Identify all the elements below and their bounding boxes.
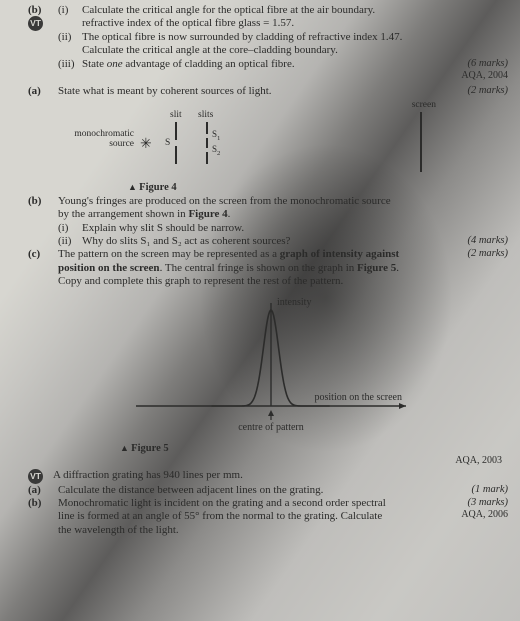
q-b-i-label: (i) [58,222,82,235]
q-a-label: (a) [28,85,58,98]
q-prev-b-marks: (6 marks) [467,58,508,69]
q-b-i: (i) Explain why slit S should be narrow. [28,222,508,235]
fig4-S1-label: S1 [212,129,220,142]
q-grating-a-marks: (1 mark) [472,484,508,495]
q-a: (a) State what is meant by coherent sour… [28,85,508,98]
q-b-marks: (4 marks) [467,235,508,246]
q-b-intro2: by the arrangement shown in Figure 4. [58,208,230,220]
q-grating-a-text: Calculate the distance between adjacent … [58,484,438,497]
q-grating-b-marks: (3 marks) [467,497,508,508]
q-b-ii-label: (ii) [58,235,82,248]
q-c: (c) The pattern on the screen may be rep… [28,248,508,288]
vt-badge-icon: VT [28,469,43,484]
q-grating-intro: VT A diffraction grating has 940 lines p… [28,469,508,484]
q-grating-b: (b) Monochromatic light is incident on t… [28,497,508,537]
q-grating-intro-text: A diffraction grating has 940 lines per … [53,469,438,484]
q-c-marks: (2 marks) [467,248,508,259]
fig4-screen-label: screen [412,100,436,110]
q-c-label: (c) [28,248,58,288]
q-b-label: (b) [28,195,58,222]
q-b-ii-text: Why do slits S₁ and S₂ act as coherent s… [82,235,438,248]
q-b-intro1: Young's fringes are produced on the scre… [58,195,391,207]
q-c-text3: Copy and complete this graph to represen… [58,275,343,287]
figure-4: screen monochromatic source ✳ slit S sli… [66,102,446,180]
fig4-slit-label: slit [170,110,182,120]
vt-badge-icon: VT [28,16,43,31]
q-prev-b-label: (b) [28,4,41,16]
q-grating-source: AQA, 2006 [438,509,508,521]
q-prev-b-ii-text2: Calculate the critical angle at the core… [82,44,338,56]
q-grating-b-text3: the wavelength of the light. [58,524,179,536]
q-c-text2: position on the screen. The central frin… [58,262,399,274]
figure-5-chart: intensity position on the screen centre of… [118,291,428,441]
slit-bar-icon [175,122,177,140]
q-grating-b-text1: Monochromatic light is incident on the g… [58,497,386,509]
q-prev-b-i-label: (i) [58,4,82,31]
q-prev-b-iii-label: (iii) [58,58,82,82]
figure-5-caption: Figure 5 [120,443,428,454]
svg-text:centre of pattern: centre of pattern [238,422,304,433]
svg-text:intensity: intensity [277,297,311,308]
q-prev-b-iii: (iii) State one advantage of cladding an… [28,58,508,82]
source-star-icon: ✳ [140,136,152,153]
q-b-i-text: Explain why slit S should be narrow. [82,222,438,235]
slit-bar-icon [206,138,208,148]
fig4-S-label: S [165,138,170,148]
q-prev-b-ii: (ii) The optical fibre is now surrounded… [28,31,508,58]
q-prev-b-iii-text: State one advantage of cladding an optic… [82,58,295,70]
q-grating-b-label: (b) [28,497,58,537]
q-c-text1: The pattern on the screen may be represe… [58,248,399,260]
q-prev-b-i-text2: refractive index of the optical fibre gl… [82,17,294,29]
q-b-intro: (b) Young's fringes are produced on the … [28,195,508,222]
q-b-ii: (ii) Why do slits S₁ and S₂ act as coher… [28,235,508,248]
q-prev-b-source: AQA, 2004 [438,70,508,82]
figure-4-caption: Figure 4 [128,182,508,193]
fig4-mono-label: monochromatic source [66,130,134,150]
fig5-source: AQA, 2003 [28,455,508,466]
slit-bar-icon [206,152,208,164]
slit-bar-icon [206,122,208,134]
q-prev-b-i-text1: Calculate the critical angle for the opt… [82,4,375,16]
svg-text:position on the screen: position on the screen [315,392,402,403]
q-a-marks: (2 marks) [467,85,508,96]
q-a-text: State what is meant by coherent sources … [58,85,438,98]
fig4-slits-label: slits [198,110,213,120]
q-grating-b-text2: line is formed at an angle of 55° from t… [58,510,382,522]
q-prev-b-ii-label: (ii) [58,31,82,58]
slit-bar-icon [175,146,177,164]
q-grating-a: (a) Calculate the distance between adjac… [28,484,508,497]
q-prev-b-i: (b) VT (i) Calculate the critical angle … [28,4,508,31]
screen-bar-icon [420,112,423,172]
q-grating-a-label: (a) [28,484,58,497]
q-prev-b-ii-text1: The optical fibre is now surrounded by c… [82,31,402,43]
fig4-S2-label: S2 [212,144,220,157]
